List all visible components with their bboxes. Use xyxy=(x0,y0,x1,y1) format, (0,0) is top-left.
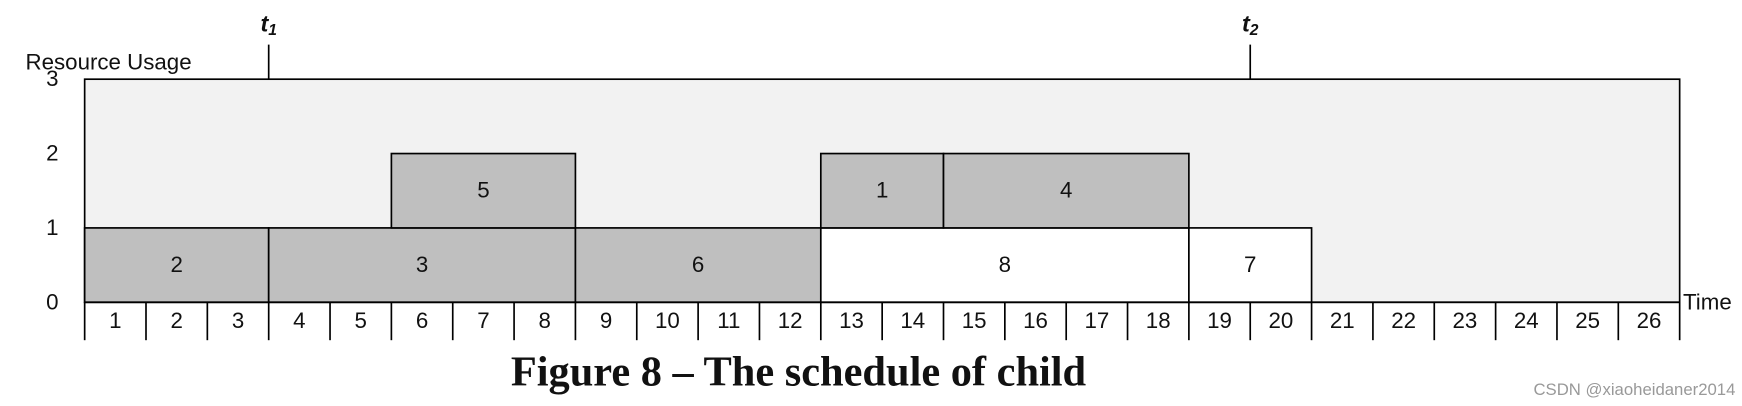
x-tick-label: 22 xyxy=(1391,308,1416,333)
task-label: 7 xyxy=(1244,252,1256,277)
y-tick-label: 2 xyxy=(46,141,58,166)
x-tick-label: 23 xyxy=(1453,308,1478,333)
x-tick-label: 1 xyxy=(109,308,121,333)
x-tick-label: 24 xyxy=(1514,308,1539,333)
x-tick-label: 8 xyxy=(539,308,551,333)
x-tick-label: 17 xyxy=(1084,308,1109,333)
x-tick-label: 21 xyxy=(1330,308,1355,333)
x-tick-label: 16 xyxy=(1023,308,1048,333)
x-tick-label: 4 xyxy=(293,308,305,333)
x-tick-label: 19 xyxy=(1207,308,1232,333)
marker-label-sub: 1 xyxy=(268,22,277,39)
task-block xyxy=(942,152,1190,229)
marker-label-sub: 2 xyxy=(1249,22,1259,39)
x-tick-label: 25 xyxy=(1575,308,1600,333)
task-label: 6 xyxy=(692,252,704,277)
x-tick-label: 2 xyxy=(170,308,182,333)
x-tick-label: 10 xyxy=(655,308,680,333)
watermark: CSDN @xiaoheidaner2014 xyxy=(1533,380,1735,399)
x-tick-label: 7 xyxy=(477,308,489,333)
x-tick-label: 26 xyxy=(1637,308,1662,333)
x-tick-label: 18 xyxy=(1146,308,1171,333)
task-block xyxy=(819,152,945,229)
task-label: 3 xyxy=(416,252,428,277)
task-block xyxy=(390,152,577,229)
marker-label-main: t xyxy=(260,11,269,37)
task-label: 8 xyxy=(999,252,1011,277)
x-tick-label: 11 xyxy=(717,308,740,333)
x-tick-label: 20 xyxy=(1268,308,1293,333)
y-axis-label: Resource Usage xyxy=(26,49,192,74)
x-tick-label: 14 xyxy=(900,308,925,333)
y-tick-label: 0 xyxy=(46,289,58,314)
x-tick-label: 9 xyxy=(600,308,612,333)
task-block xyxy=(267,227,577,304)
y-tick-label: 1 xyxy=(46,215,58,240)
task-label: 2 xyxy=(170,252,182,277)
figure-title: Figure 8 – The schedule of child xyxy=(511,349,1087,396)
x-tick-label: 5 xyxy=(355,308,367,333)
task-label: 1 xyxy=(876,178,888,203)
x-tick-label: 15 xyxy=(962,308,987,333)
x-tick-label: 6 xyxy=(416,308,428,333)
task-label: 5 xyxy=(477,178,489,203)
task-block xyxy=(83,227,270,304)
x-tick-label: 13 xyxy=(839,308,864,333)
x-tick-label: 3 xyxy=(232,308,244,333)
task-label: 4 xyxy=(1060,178,1072,203)
marker-label: t1 xyxy=(260,11,276,40)
marker-label: t2 xyxy=(1242,11,1259,40)
y-tick-label: 3 xyxy=(46,66,58,91)
x-axis-label: Time xyxy=(1683,289,1732,314)
marker-label-main: t xyxy=(1242,11,1251,37)
x-tick-label: 12 xyxy=(778,308,803,333)
